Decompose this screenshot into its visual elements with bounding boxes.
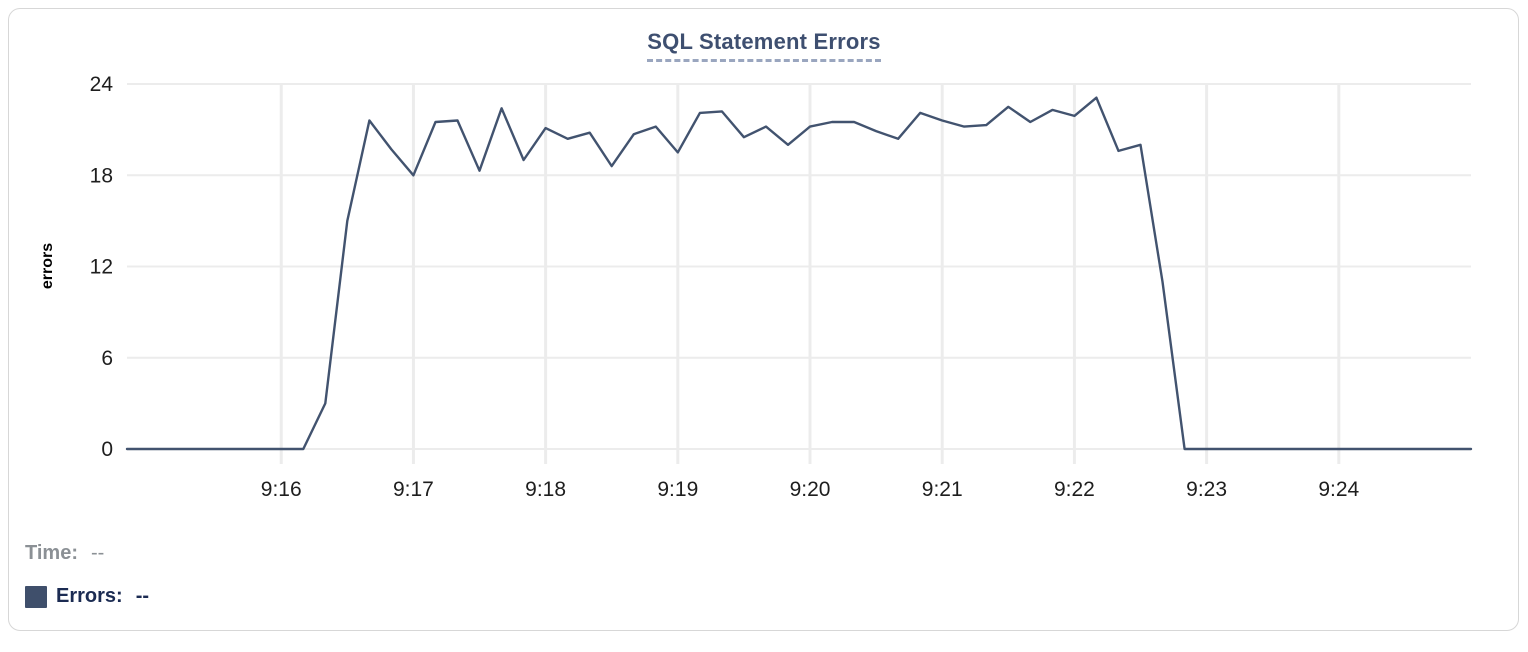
time-value: --	[90, 542, 105, 564]
svg-text:9:22: 9:22	[1054, 478, 1095, 501]
svg-text:24: 24	[90, 73, 114, 96]
readout-row-errors[interactable]: Errors: --	[25, 585, 149, 608]
svg-text:9:16: 9:16	[261, 478, 302, 501]
svg-text:9:17: 9:17	[393, 478, 434, 501]
svg-text:9:21: 9:21	[922, 478, 963, 501]
svg-text:18: 18	[90, 164, 113, 187]
svg-text:9:20: 9:20	[790, 478, 831, 501]
svg-text:9:19: 9:19	[657, 478, 698, 501]
errors-series-swatch	[25, 585, 47, 608]
time-label: Time:	[25, 542, 78, 564]
svg-text:9:18: 9:18	[525, 478, 566, 501]
svg-text:6: 6	[101, 347, 113, 370]
errors-label: Errors:	[56, 585, 123, 607]
chart-title-row: SQL Statement Errors	[0, 29, 1528, 62]
svg-text:errors: errors	[39, 243, 56, 289]
errors-value: --	[135, 585, 150, 607]
chart-title[interactable]: SQL Statement Errors	[647, 29, 881, 62]
svg-text:9:24: 9:24	[1318, 478, 1359, 501]
readout-row-time: Time: --	[25, 542, 104, 565]
svg-text:9:23: 9:23	[1186, 478, 1227, 501]
svg-text:0: 0	[101, 438, 113, 461]
svg-text:12: 12	[90, 256, 113, 279]
chart-card	[8, 8, 1519, 631]
